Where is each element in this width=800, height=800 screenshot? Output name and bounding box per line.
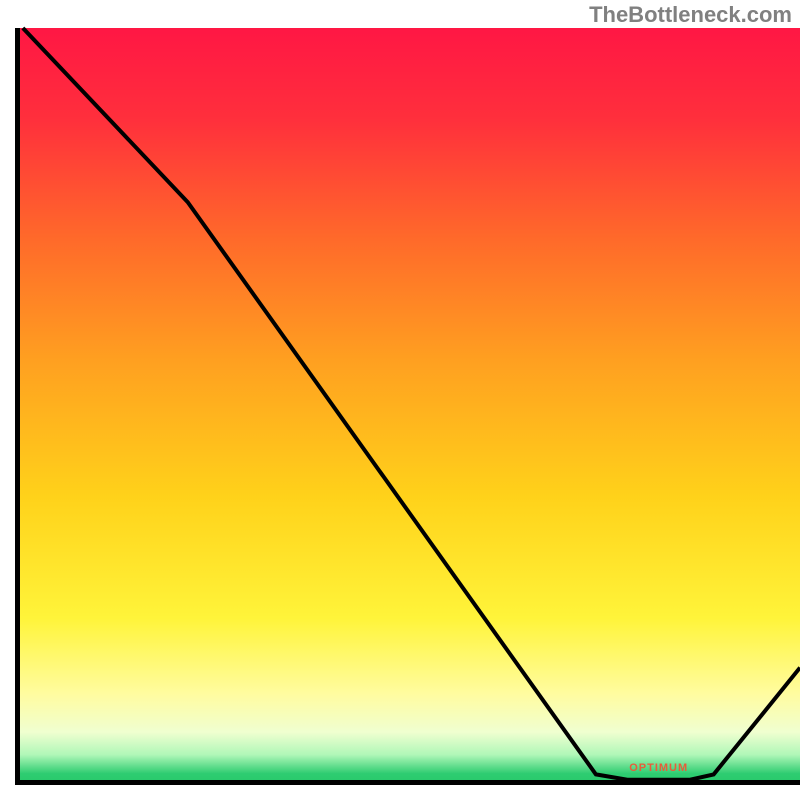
watermark-text: TheBottleneck.com	[589, 2, 792, 28]
chart-svg	[15, 28, 800, 785]
data-curve	[23, 28, 800, 780]
chart-container: { "watermark": { "text": "TheBottleneck.…	[0, 0, 800, 800]
optimum-label: OPTIMUM	[629, 762, 688, 774]
x-axis-line	[15, 780, 800, 785]
y-axis-line	[15, 28, 20, 785]
plot-area: OPTIMUM	[15, 28, 800, 785]
